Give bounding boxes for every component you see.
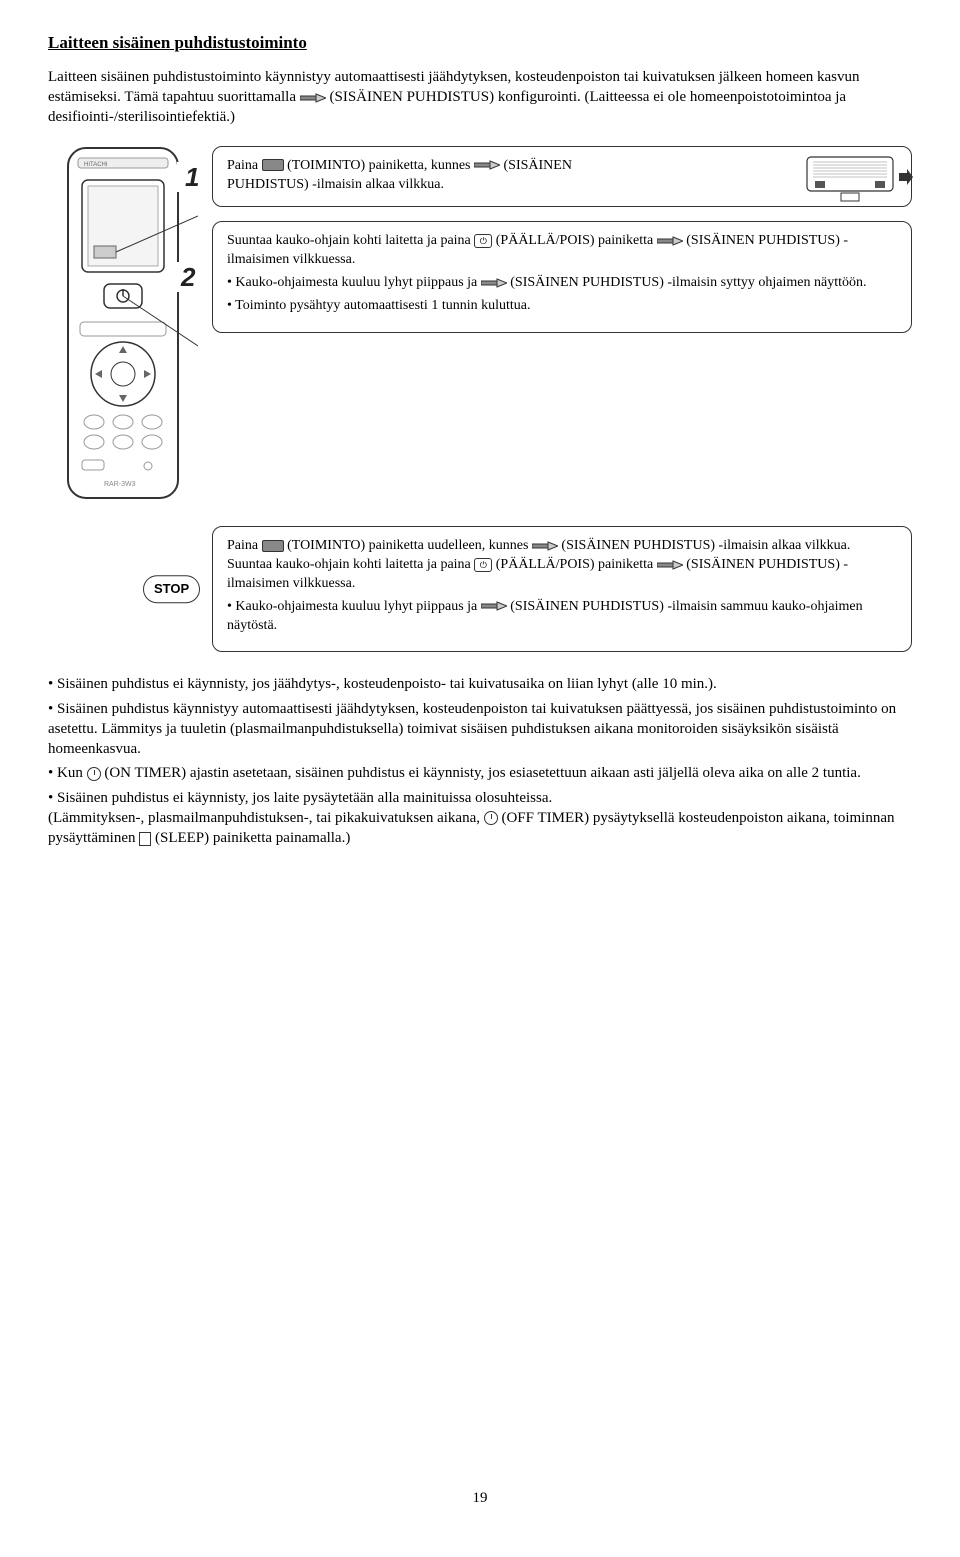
stop-text-1: Paina (TOIMINTO) painiketta uudelleen, k…	[227, 537, 897, 556]
txt: (SISÄINEN PUHDISTUS) -ilmaisin alkaa vil…	[561, 538, 850, 553]
txt: Kun	[57, 765, 87, 781]
clean-icon	[474, 160, 500, 170]
clean-icon	[481, 601, 507, 611]
txt: Kauko-ohjaimesta kuuluu lyhyt piippaus j…	[235, 599, 480, 614]
on-timer-icon	[87, 767, 101, 781]
txt: Suuntaa kauko-ohjain kohti laitetta ja p…	[227, 233, 474, 248]
clean-icon	[481, 278, 507, 288]
indoor-unit-icon	[803, 153, 913, 205]
step-2-number: 2	[177, 262, 207, 292]
txt: Kauko-ohjaimesta kuuluu lyhyt piippaus j…	[235, 275, 480, 290]
power-icon: ⏻	[474, 558, 492, 572]
txt: (SLEEP) painiketta painamalla.)	[155, 830, 350, 846]
txt: (PÄÄLLÄ/POIS) painiketta	[496, 233, 657, 248]
note-item: Sisäinen puhdistus ei käynnisty, jos jää…	[48, 674, 912, 694]
step-1-box: 1 Paina (TOIMINTO) painiketta, kunnes	[212, 146, 912, 208]
bullet: Kauko-ohjaimesta kuuluu lyhyt piippaus j…	[227, 598, 897, 636]
step-1-text: Paina (TOIMINTO) painiketta, kunnes (SIS…	[227, 157, 647, 195]
txt: (SISÄINEN PUHDISTUS) -ilmaisin syttyy oh…	[510, 275, 866, 290]
remote-illustration: HITACHI RAR-	[48, 146, 198, 506]
bullet: Kauko-ohjaimesta kuuluu lyhyt piippaus j…	[227, 274, 897, 293]
note-item: Sisäinen puhdistus käynnistyy automaatti…	[48, 699, 912, 760]
txt: (TOIMINTO) painiketta uudelleen, kunnes	[287, 538, 532, 553]
remote-column: HITACHI RAR-	[48, 146, 198, 512]
txt: Suuntaa kauko-ohjain kohti laitetta ja p…	[227, 557, 474, 572]
clean-icon	[657, 236, 683, 246]
function-icon	[262, 540, 284, 552]
stop-text-2: Suuntaa kauko-ohjain kohti laitetta ja p…	[227, 556, 897, 594]
bullet: Toiminto pysähtyy automaattisesti 1 tunn…	[227, 297, 897, 316]
page-title: Laitteen sisäinen puhdistustoiminto	[48, 32, 912, 55]
txt: Sisäinen puhdistus ei käynnisty, jos lai…	[57, 790, 552, 806]
notes-list: Sisäinen puhdistus ei käynnisty, jos jää…	[48, 674, 912, 848]
svg-text:1: 1	[185, 162, 199, 192]
step-2-bullets: Kauko-ohjaimesta kuuluu lyhyt piippaus j…	[227, 274, 897, 316]
txt: (Lämmityksen-, plasmailmanpuhdistuksen-,…	[48, 810, 484, 826]
svg-text:RAR-3W3: RAR-3W3	[104, 481, 136, 488]
txt: (ON TIMER) ajastin asetetaan, sisäinen p…	[104, 765, 860, 781]
svg-text:2: 2	[180, 262, 196, 292]
step-boxes: 1 Paina (TOIMINTO) painiketta, kunnes	[212, 146, 912, 512]
clean-icon	[532, 541, 558, 551]
sleep-icon	[139, 832, 151, 846]
power-icon: ⏻	[474, 234, 492, 248]
page-number: 19	[48, 1488, 912, 1508]
steps-row: HITACHI RAR-	[48, 146, 912, 512]
step-1-number: 1	[177, 162, 207, 192]
stop-box: STOP Paina (TOIMINTO) painiketta uudelle…	[212, 526, 912, 652]
note-item: Sisäinen puhdistus ei käynnisty, jos lai…	[48, 788, 912, 849]
note-item: Kun (ON TIMER) ajastin asetetaan, sisäin…	[48, 763, 912, 783]
stop-bullets: Kauko-ohjaimesta kuuluu lyhyt piippaus j…	[227, 598, 897, 636]
stop-label: STOP	[143, 575, 200, 603]
clean-icon	[300, 93, 326, 103]
txt: Paina	[227, 538, 262, 553]
txt: Paina	[227, 158, 262, 173]
txt: (PÄÄLLÄ/POIS) painiketta	[496, 557, 657, 572]
off-timer-icon	[484, 811, 498, 825]
function-icon	[262, 159, 284, 171]
txt: (TOIMINTO) painiketta, kunnes	[287, 158, 474, 173]
svg-text:HITACHI: HITACHI	[84, 162, 108, 168]
intro-paragraph: Laitteen sisäinen puhdistustoiminto käyn…	[48, 67, 912, 128]
clean-icon	[657, 560, 683, 570]
step-2-text: Suuntaa kauko-ohjain kohti laitetta ja p…	[227, 232, 897, 270]
step-2-box: 2 Suuntaa kauko-ohjain kohti laitetta ja…	[212, 221, 912, 333]
